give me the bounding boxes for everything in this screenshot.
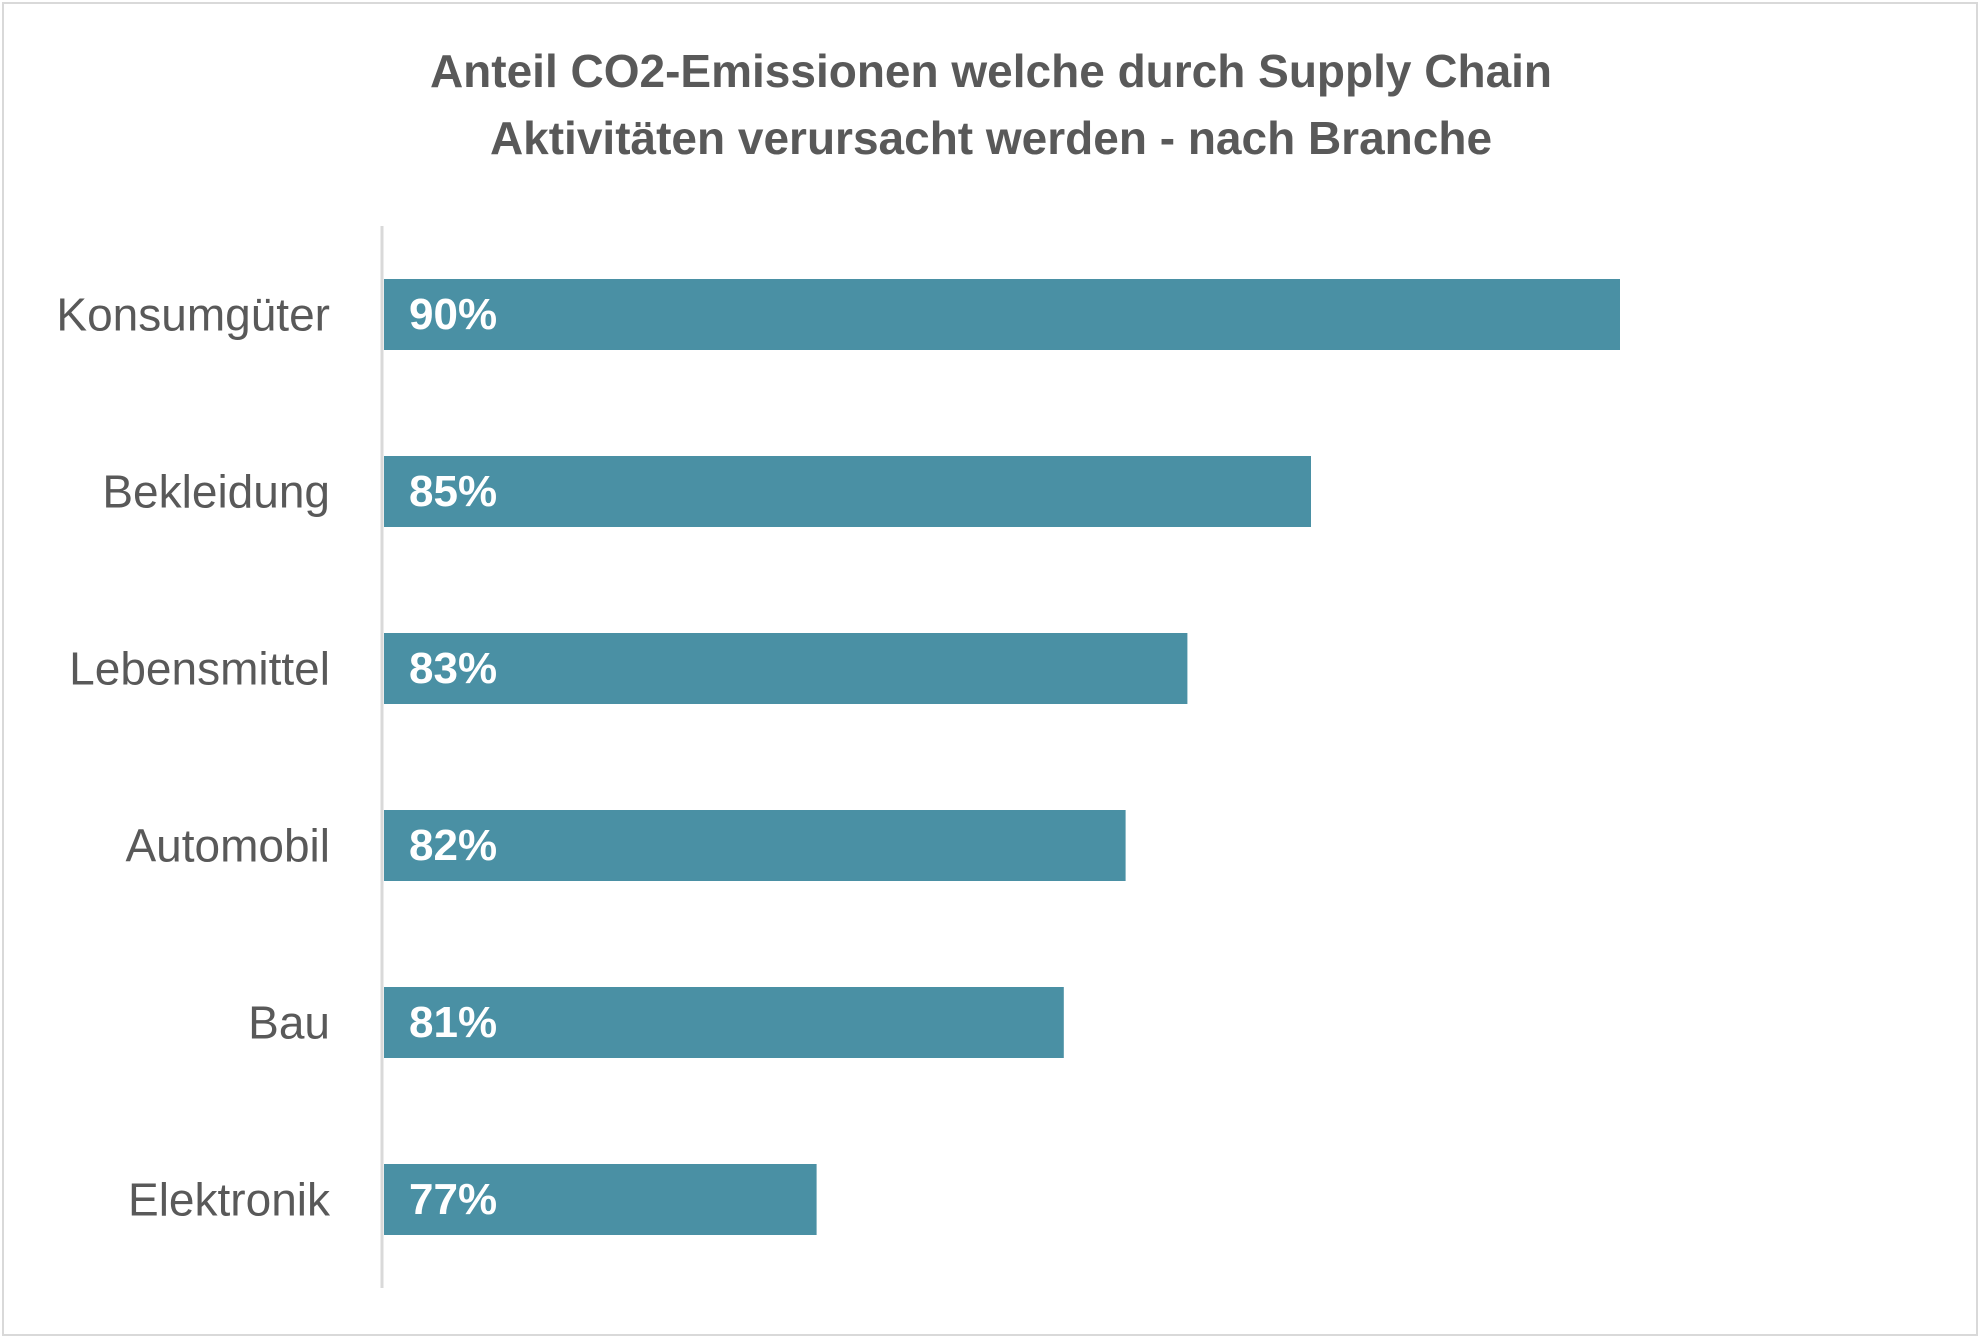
data-label-5: 81% bbox=[409, 998, 497, 1047]
chart-title: Anteil CO2-Emissionen welche durch Suppl… bbox=[0, 38, 1982, 172]
bar-1 bbox=[384, 279, 1620, 350]
chart-title-line-1: Anteil CO2-Emissionen welche durch Suppl… bbox=[429, 45, 1553, 97]
data-label-6: 77% bbox=[409, 1175, 497, 1224]
data-label-4: 82% bbox=[409, 821, 497, 870]
chart-title-line-2: Aktivitäten verursacht werden - nach Bra… bbox=[489, 112, 1493, 164]
bar-6 bbox=[384, 1164, 817, 1235]
bar-5 bbox=[384, 987, 1064, 1058]
bar-2 bbox=[384, 456, 1311, 527]
category-label-5: Bau bbox=[248, 997, 330, 1049]
bar-3 bbox=[384, 633, 1188, 704]
category-label-4: Automobil bbox=[125, 820, 330, 872]
data-label-2: 85% bbox=[409, 467, 497, 516]
category-label-1: Konsumgüter bbox=[56, 289, 330, 341]
category-label-6: Elektronik bbox=[128, 1174, 331, 1226]
category-label-2: Bekleidung bbox=[102, 466, 330, 518]
data-label-1: 90% bbox=[409, 290, 497, 339]
data-label-3: 83% bbox=[409, 644, 497, 693]
category-label-3: Lebensmittel bbox=[69, 643, 330, 695]
bar-4 bbox=[384, 810, 1126, 881]
